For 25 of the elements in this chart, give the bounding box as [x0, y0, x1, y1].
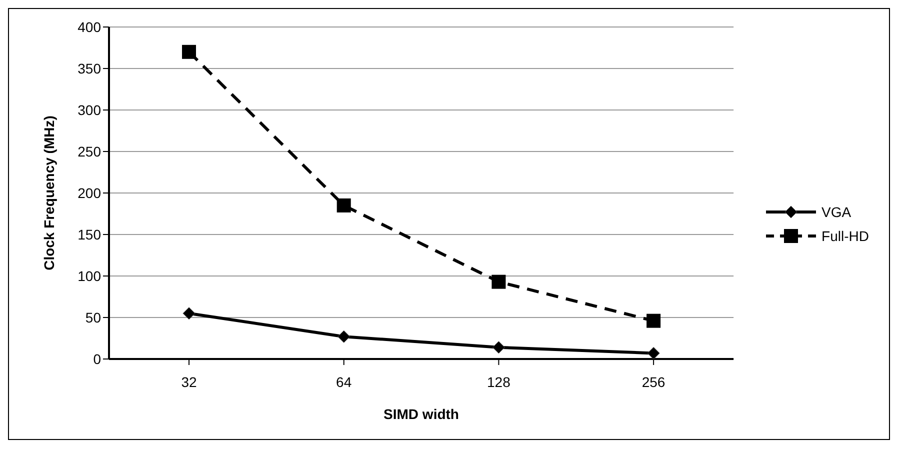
point	[182, 307, 196, 320]
y-axis-title: Clock Frequency (MHz)	[40, 116, 57, 270]
legend-label: VGA	[822, 204, 852, 220]
x-tick-label: 32	[181, 374, 197, 390]
y-tick-label: 50	[85, 309, 102, 326]
y-tick-label: 150	[78, 226, 102, 242]
point	[492, 274, 506, 289]
point	[647, 346, 660, 359]
x-axis-title: SIMD width	[384, 406, 459, 422]
point	[336, 198, 351, 212]
y-tick-label: 350	[78, 60, 102, 76]
y-tick-label: 300	[78, 102, 102, 118]
point	[646, 314, 661, 328]
legend-label: Full-HD	[822, 228, 869, 244]
y-tick-label: 100	[78, 268, 102, 284]
x-tick-label: 64	[336, 374, 352, 390]
y-tick-label: 250	[78, 143, 102, 160]
x-tick-label: 128	[487, 374, 511, 390]
point	[338, 330, 350, 343]
point	[182, 44, 196, 59]
y-tick-label: 400	[78, 18, 102, 35]
x-tick-label: 256	[642, 374, 666, 390]
y-tick-label: 0	[93, 350, 102, 367]
point	[492, 341, 505, 354]
y-tick-label: 200	[78, 184, 102, 201]
